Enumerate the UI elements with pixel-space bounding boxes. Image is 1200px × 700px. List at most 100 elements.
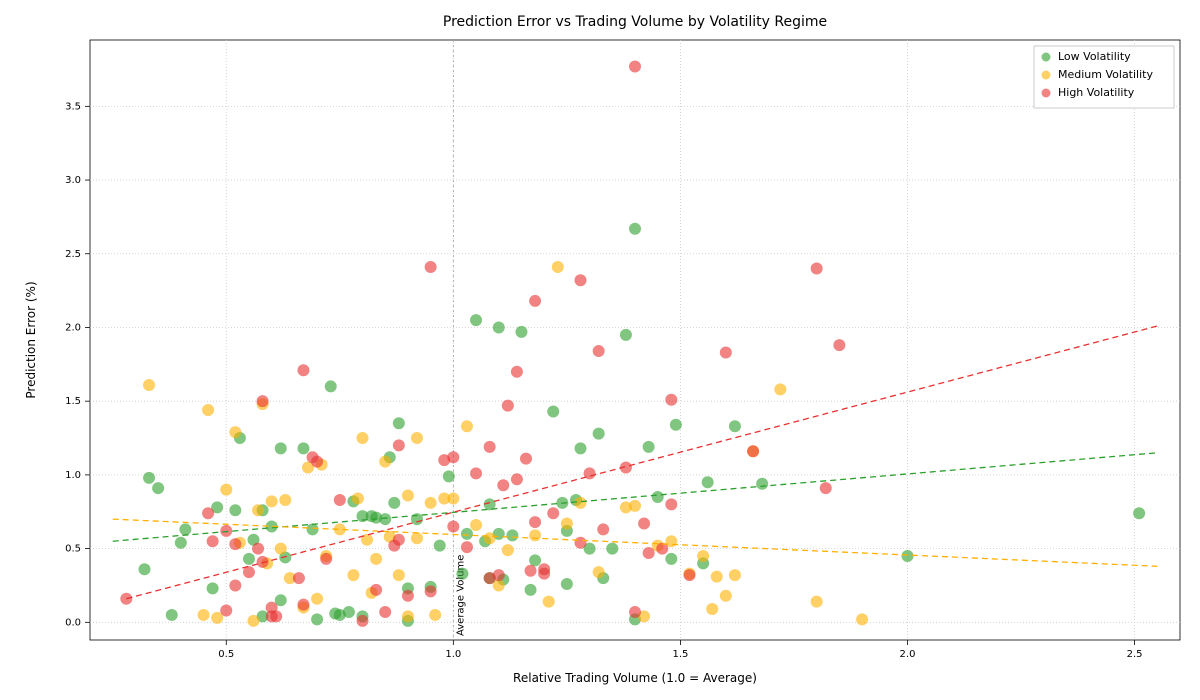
point-medium <box>279 494 291 506</box>
point-high <box>447 451 459 463</box>
point-high <box>747 445 759 457</box>
ytick-label: 0.0 <box>65 617 81 628</box>
point-medium <box>543 596 555 608</box>
legend-label: High Volatility <box>1058 86 1135 99</box>
point-low <box>529 554 541 566</box>
point-low <box>307 523 319 535</box>
point-medium <box>311 593 323 605</box>
point-medium <box>220 484 232 496</box>
point-high <box>257 395 269 407</box>
point-low <box>443 470 455 482</box>
point-high <box>497 479 509 491</box>
point-high <box>547 507 559 519</box>
point-high <box>511 366 523 378</box>
point-medium <box>402 610 414 622</box>
point-low <box>139 563 151 575</box>
point-low <box>620 329 632 341</box>
point-medium <box>470 519 482 531</box>
xtick-label: 1.0 <box>445 649 461 660</box>
point-high <box>638 518 650 530</box>
point-medium <box>275 543 287 555</box>
xtick-label: 2.5 <box>1127 649 1143 660</box>
xtick-label: 0.5 <box>218 649 234 660</box>
point-low <box>506 529 518 541</box>
point-high <box>461 541 473 553</box>
point-low <box>179 523 191 535</box>
point-high <box>538 563 550 575</box>
point-high <box>207 535 219 547</box>
point-high <box>684 569 696 581</box>
point-low <box>561 578 573 590</box>
point-medium <box>502 544 514 556</box>
point-low <box>665 553 677 565</box>
point-low <box>1133 507 1145 519</box>
avg-volume-label: Average Volume <box>455 555 466 636</box>
point-high <box>629 61 641 73</box>
point-low <box>643 441 655 453</box>
point-medium <box>198 609 210 621</box>
point-high <box>297 364 309 376</box>
point-low <box>311 613 323 625</box>
point-medium <box>774 383 786 395</box>
point-low <box>525 584 537 596</box>
point-high <box>575 537 587 549</box>
point-high <box>229 579 241 591</box>
y-axis-label: Prediction Error (%) <box>24 281 38 398</box>
ytick-label: 1.5 <box>65 396 81 407</box>
point-low <box>175 537 187 549</box>
xtick-label: 1.5 <box>672 649 688 660</box>
point-low <box>670 419 682 431</box>
point-medium <box>529 529 541 541</box>
point-medium <box>461 420 473 432</box>
point-medium <box>425 497 437 509</box>
point-medium <box>429 609 441 621</box>
point-high <box>470 467 482 479</box>
point-medium <box>811 596 823 608</box>
point-low <box>575 442 587 454</box>
point-low <box>325 380 337 392</box>
point-low <box>143 472 155 484</box>
point-high <box>520 453 532 465</box>
legend-marker <box>1042 53 1051 62</box>
point-low <box>493 321 505 333</box>
point-medium <box>229 426 241 438</box>
point-low <box>902 550 914 562</box>
point-high <box>575 274 587 286</box>
chart-title: Prediction Error vs Trading Volume by Vo… <box>443 14 827 30</box>
ytick-label: 2.0 <box>65 322 81 333</box>
point-medium <box>202 404 214 416</box>
x-axis-label: Relative Trading Volume (1.0 = Average) <box>513 671 757 685</box>
point-high <box>529 295 541 307</box>
legend-marker <box>1042 89 1051 98</box>
scatter-chart: 0.51.01.52.02.50.00.51.01.52.02.53.03.5A… <box>0 0 1200 700</box>
point-medium <box>411 532 423 544</box>
ytick-label: 0.5 <box>65 544 81 555</box>
point-high <box>393 439 405 451</box>
point-high <box>597 523 609 535</box>
point-high <box>202 507 214 519</box>
legend-label: Medium Volatility <box>1058 68 1153 81</box>
point-low <box>379 513 391 525</box>
point-high <box>297 599 309 611</box>
point-high <box>820 482 832 494</box>
point-high <box>220 605 232 617</box>
point-high <box>425 261 437 273</box>
point-high <box>370 584 382 596</box>
legend: Low VolatilityMedium VolatilityHigh Vola… <box>1034 46 1174 108</box>
point-high <box>334 494 346 506</box>
point-high <box>293 572 305 584</box>
point-low <box>434 540 446 552</box>
point-high <box>833 339 845 351</box>
xtick-label: 2.0 <box>900 649 916 660</box>
point-high <box>665 498 677 510</box>
point-low <box>207 582 219 594</box>
point-high <box>484 441 496 453</box>
point-high <box>320 553 332 565</box>
point-high <box>379 606 391 618</box>
point-high <box>525 565 537 577</box>
point-low <box>166 609 178 621</box>
legend-marker <box>1042 71 1051 80</box>
point-low <box>652 491 664 503</box>
point-high <box>220 525 232 537</box>
point-low <box>593 428 605 440</box>
